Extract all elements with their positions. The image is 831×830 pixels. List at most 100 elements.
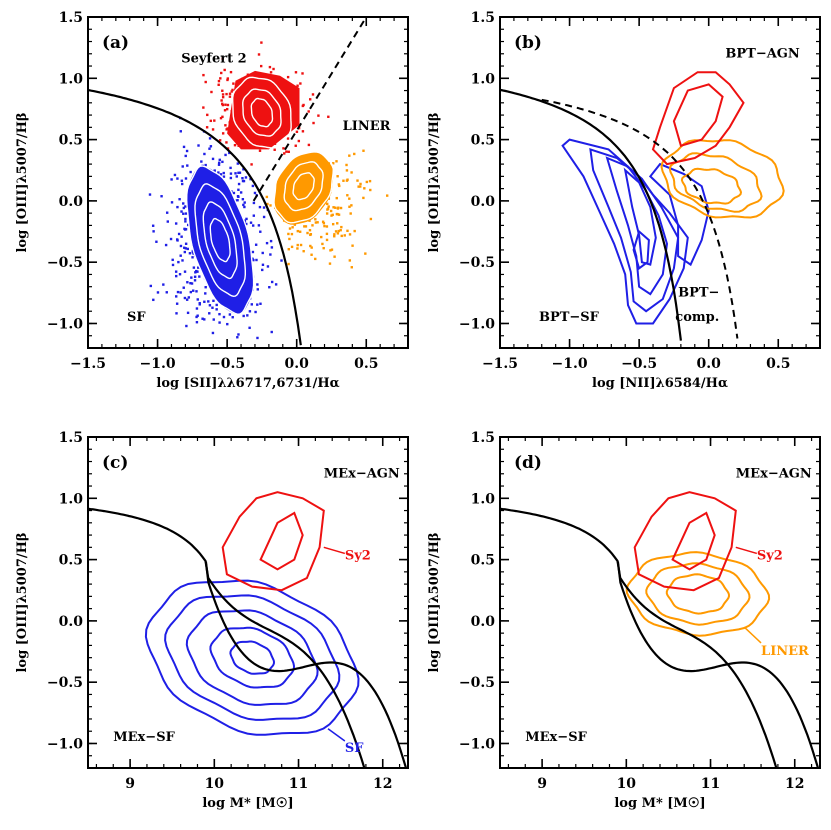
bpt-liner-contour [660, 139, 785, 219]
liner-point [334, 230, 338, 233]
plot-frame [87, 16, 409, 349]
sf-point [189, 281, 192, 285]
y-tick-label: 1.0 [59, 491, 84, 507]
sf-point [229, 176, 233, 180]
liner-point [331, 222, 335, 226]
x-tick-label: −0.5 [209, 356, 245, 372]
sf-point [182, 286, 185, 289]
liner-point [350, 266, 353, 269]
sf-point [183, 270, 187, 273]
sf-point [204, 292, 207, 295]
sf-point [195, 290, 198, 293]
liner-point [325, 225, 329, 228]
liner-point [348, 233, 352, 236]
sf-point [188, 252, 192, 255]
sy2-point [232, 82, 235, 85]
sf-point [170, 201, 174, 204]
sf-density-core [186, 165, 254, 315]
sf-point [197, 266, 200, 269]
sf-point [252, 214, 256, 217]
sf-point [173, 173, 177, 177]
liner-point [362, 196, 365, 200]
liner-point [296, 247, 299, 250]
liner-point [333, 255, 336, 258]
sy2-point [223, 68, 226, 72]
sf-point [203, 318, 206, 321]
sf-point [184, 217, 187, 221]
sf-point [180, 210, 183, 213]
sf-point [179, 254, 182, 257]
mex-upper-curve [88, 507, 366, 768]
mex-sy2-contour [671, 511, 716, 571]
sf-point [176, 177, 179, 180]
sy2-point [257, 53, 261, 56]
sy2-point [226, 147, 230, 150]
sf-point [187, 296, 191, 299]
sy2-point [307, 110, 310, 113]
sf-point [256, 283, 259, 286]
sy2-point [327, 115, 330, 119]
sf-point [183, 250, 187, 254]
sf-point [184, 228, 188, 231]
sy2-contour [232, 76, 292, 149]
sf-point [164, 243, 168, 247]
sy2-point [299, 82, 302, 85]
sf-point [280, 259, 283, 262]
sf-point [232, 191, 236, 195]
liner-contour [292, 172, 315, 201]
plot-frame [87, 436, 409, 769]
label-mex-agn: MEx−AGN [736, 466, 812, 481]
sf-point [218, 158, 221, 162]
sf-point [269, 253, 272, 256]
liner-point [342, 179, 345, 182]
liner-point [291, 226, 294, 229]
x-tick-label: 0.0 [697, 356, 722, 372]
liner-point [365, 180, 369, 184]
y-tick-label: 1.5 [59, 430, 83, 446]
sy2-point [220, 71, 223, 75]
panel-c-data [88, 491, 408, 768]
liner-point [337, 183, 341, 186]
liner-point [348, 205, 351, 208]
sy2-point [206, 113, 209, 117]
sf-point [254, 310, 257, 314]
sf-point [262, 206, 266, 209]
sf-point [231, 316, 234, 319]
sf-point [184, 177, 188, 180]
liner-point [309, 244, 312, 248]
sy2-point [220, 99, 223, 102]
y-tick-label: 0.5 [471, 553, 495, 569]
sf-point [244, 176, 248, 179]
sf-point [237, 171, 240, 175]
liner-point [346, 194, 349, 197]
liner-point [334, 206, 337, 209]
sy2-point [224, 103, 227, 106]
label-seyfert2: Seyfert 2 [181, 51, 247, 66]
sy2-point [209, 119, 212, 123]
sf-point [265, 241, 269, 245]
panel-b: −1.5 −1.0 −0.5 0.0 0.5 −1.0 −0.5 0.0 0.5 1.0 1.5 lo… [427, 10, 821, 391]
mex-lower-curve [204, 561, 408, 768]
sf-point [256, 336, 259, 340]
sf-point [204, 286, 207, 289]
y-tick-label: −1.0 [459, 316, 495, 332]
bpt-liner-contour [680, 167, 743, 205]
y-tick-label: 0.5 [59, 133, 83, 149]
panel-tag: (c) [102, 453, 128, 473]
x-tick-label: −1.5 [482, 356, 518, 372]
liner-point [332, 206, 335, 209]
sf-point [184, 154, 187, 158]
sf-point [207, 300, 210, 303]
liner-point [298, 230, 302, 233]
y-tick-label: 0.0 [471, 614, 496, 630]
mex-sf-contour [144, 579, 360, 736]
sf-point [270, 330, 273, 334]
sf-point [238, 171, 242, 174]
sy2-point [297, 139, 301, 143]
sf-point [178, 273, 182, 276]
sf-point [182, 206, 186, 210]
sf-point [217, 163, 221, 166]
kewley-curve [88, 88, 302, 346]
panel-tag: (a) [102, 33, 129, 53]
kewley-curve [541, 98, 739, 339]
